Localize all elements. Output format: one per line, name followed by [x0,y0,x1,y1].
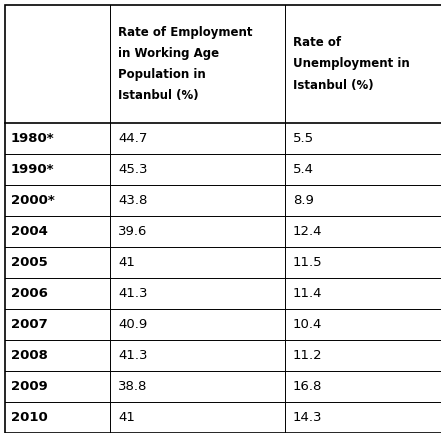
Text: 5.4: 5.4 [293,163,314,176]
Text: 2005: 2005 [11,256,48,269]
Text: 2004: 2004 [11,225,48,238]
Text: 12.4: 12.4 [293,225,322,238]
Text: Rate of
Unemployment in
Istanbul (%): Rate of Unemployment in Istanbul (%) [293,36,410,91]
Text: 2010: 2010 [11,411,48,424]
Text: 45.3: 45.3 [118,163,147,176]
Text: 41.3: 41.3 [118,349,147,362]
Text: 1990*: 1990* [11,163,55,176]
Text: 14.3: 14.3 [293,411,322,424]
Text: 16.8: 16.8 [293,380,322,393]
Text: 38.8: 38.8 [118,380,147,393]
Text: 2009: 2009 [11,380,48,393]
Text: 2007: 2007 [11,318,48,331]
Text: 2008: 2008 [11,349,48,362]
Text: 5.5: 5.5 [293,132,314,145]
Text: 10.4: 10.4 [293,318,322,331]
Text: 41.3: 41.3 [118,287,147,300]
Text: 8.9: 8.9 [293,194,314,207]
Text: 11.5: 11.5 [293,256,323,269]
Text: 2000*: 2000* [11,194,55,207]
Text: 40.9: 40.9 [118,318,147,331]
Text: 11.4: 11.4 [293,287,322,300]
Text: 44.7: 44.7 [118,132,147,145]
Text: 41: 41 [118,411,135,424]
Text: 41: 41 [118,256,135,269]
Text: 43.8: 43.8 [118,194,147,207]
Text: 39.6: 39.6 [118,225,147,238]
Text: 1980*: 1980* [11,132,55,145]
Text: 11.2: 11.2 [293,349,323,362]
Text: Rate of Employment
in Working Age
Population in
Istanbul (%): Rate of Employment in Working Age Popula… [118,26,253,102]
Text: 2006: 2006 [11,287,48,300]
